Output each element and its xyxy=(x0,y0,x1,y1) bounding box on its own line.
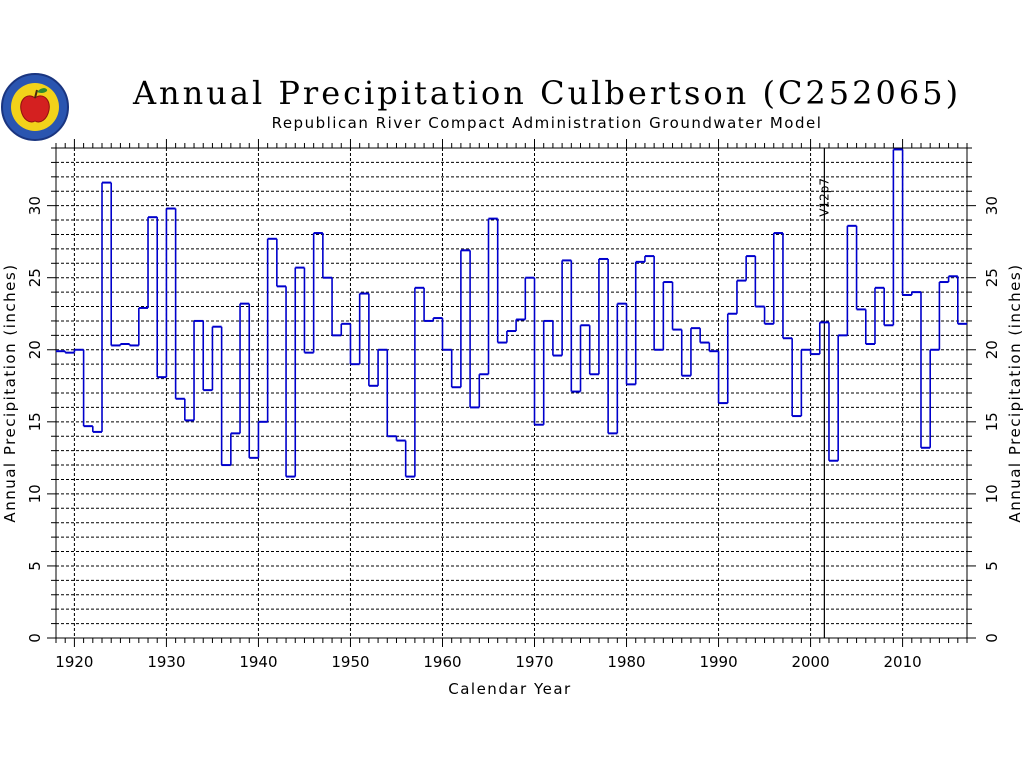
y-axis-label-left: Annual Precipitation (inches) xyxy=(1,263,19,522)
annotation-layer: V12p7 xyxy=(817,148,831,638)
series-layer xyxy=(56,148,967,478)
y-tick-label-right: 20 xyxy=(983,340,1001,359)
x-tick-label: 1980 xyxy=(607,653,645,671)
chart-title: Annual Precipitation Culbertson (C252065… xyxy=(132,74,962,112)
x-tick-label: 1940 xyxy=(239,653,277,671)
y-tick-label-right: 25 xyxy=(983,268,1001,287)
y-tick-label-left: 0 xyxy=(26,633,44,643)
rrca-logo xyxy=(1,73,69,141)
x-tick-label: 1970 xyxy=(515,653,553,671)
y-tick-label-right: 5 xyxy=(983,561,1001,571)
x-tick-label: 1960 xyxy=(423,653,461,671)
y-tick-label-left: 30 xyxy=(26,196,44,215)
x-tick-label: 1920 xyxy=(55,653,93,671)
x-tick-label: 2000 xyxy=(791,653,829,671)
annotation-label: V12p7 xyxy=(817,178,831,217)
y-tick-label-left: 20 xyxy=(26,340,44,359)
y-tick-label-left: 5 xyxy=(26,561,44,571)
x-tick-label: 1950 xyxy=(331,653,369,671)
x-tick-label: 1990 xyxy=(699,653,737,671)
x-tick-label: 2010 xyxy=(883,653,921,671)
x-tick-label: 1930 xyxy=(147,653,185,671)
y-tick-label-right: 0 xyxy=(983,633,1001,643)
y-tick-label-right: 15 xyxy=(983,412,1001,431)
tick-layer: 1920 1930 1940 1950 1960 1970 1980 1990 2000 2010… xyxy=(26,139,1001,671)
grid-layer xyxy=(56,148,967,638)
y-tick-label-left: 25 xyxy=(26,268,44,287)
y-tick-label-right: 30 xyxy=(983,196,1001,215)
y-tick-label-left: 15 xyxy=(26,412,44,431)
chart-subtitle: Republican River Compact Administration … xyxy=(271,114,823,132)
y-tick-label-right: 10 xyxy=(983,484,1001,503)
x-axis-label: Calendar Year xyxy=(448,680,571,698)
y-axis-label-right: Annual Precipitation (inches) xyxy=(1006,263,1024,522)
y-tick-label-left: 10 xyxy=(26,484,44,503)
